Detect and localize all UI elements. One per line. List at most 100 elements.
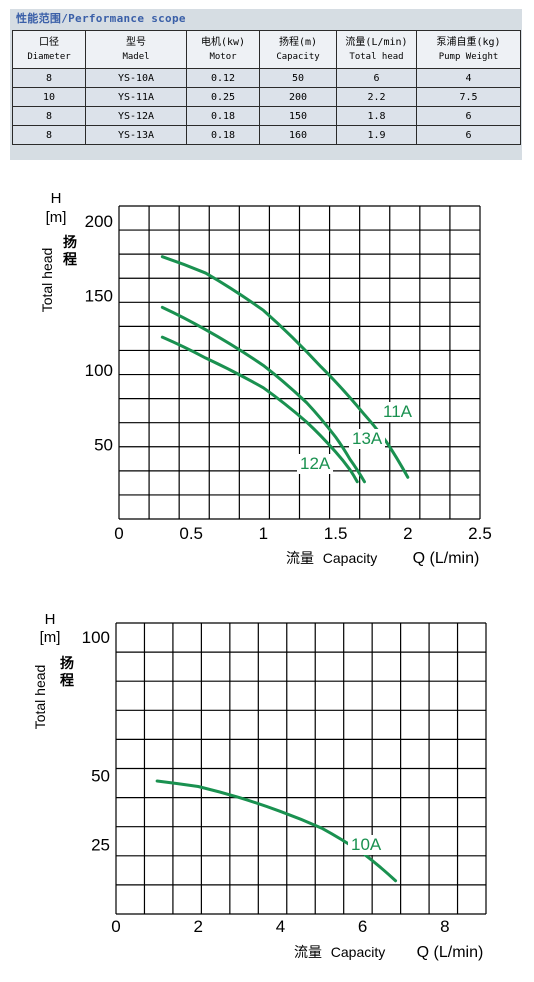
series-line-10a <box>155 779 398 883</box>
series-label-bg <box>297 454 333 474</box>
header-diameter: 口径 Diameter <box>12 30 86 69</box>
x-axis-unit: Q (L/min) <box>417 944 484 961</box>
y-tick-label: 200 <box>85 212 113 231</box>
series-line-12a <box>160 335 359 484</box>
y-axis-title-zh-char: 程 <box>63 251 77 267</box>
series-line-13a <box>160 305 366 484</box>
y-unit-symbol: H <box>45 611 56 628</box>
table-cell: 200 <box>259 87 337 107</box>
table-row: 10 YS-11A 0.25 200 2.2 7.5 <box>12 87 521 107</box>
series-label-bg <box>348 835 384 855</box>
y-tick-label: 25 <box>91 836 110 855</box>
x-axis-title-zh: 流量 <box>286 550 314 566</box>
y-tick-label: 100 <box>82 628 110 647</box>
x-axis-title: Capacity <box>323 550 377 566</box>
header-motor: 电机(kw) Motor <box>186 30 260 69</box>
header-model: 型号 Madel <box>85 30 187 69</box>
header-capacity-en: Capacity <box>276 51 320 62</box>
x-axis-title: Capacity <box>331 944 385 960</box>
x-tick-label: 1 <box>259 524 268 543</box>
series-label: 12A <box>300 454 331 473</box>
table-cell: 0.18 <box>186 106 260 126</box>
header-pump-weight-zh: 泵浦自重(kg) <box>436 36 501 48</box>
table-cell: 0.18 <box>186 125 260 145</box>
table-cell: 8 <box>12 106 86 126</box>
x-tick-label: 2.5 <box>468 524 492 543</box>
y-unit-label: [m] <box>46 209 67 226</box>
table-cell: 6 <box>416 106 521 126</box>
table-cell: 0.25 <box>186 87 260 107</box>
table-row: 8 YS-13A 0.18 160 1.9 6 <box>12 125 521 145</box>
header-diameter-zh: 口径 <box>39 36 59 48</box>
series-label: 13A <box>352 429 383 448</box>
performance-panel: 性能范围/Performance scope 口径 Diameter 型号 Made… <box>10 9 522 160</box>
x-tick-label: 2 <box>403 524 412 543</box>
y-axis-title-zh: 扬程 <box>63 234 77 267</box>
table-cell: 160 <box>259 125 337 145</box>
table-header-row: 口径 Diameter 型号 Madel 电机(kw) Motor 扬程(m) Capa… <box>12 30 521 69</box>
y-tick-label: 150 <box>85 286 113 305</box>
y-axis-title-zh-char: 程 <box>60 672 74 688</box>
y-unit-symbol: H <box>51 190 62 207</box>
table-cell: 8 <box>12 125 86 145</box>
y-tick-label: 50 <box>94 435 113 454</box>
performance-title: 性能范围/Performance scope <box>16 12 186 25</box>
table-cell: YS-10A <box>85 68 187 88</box>
x-tick-label: 8 <box>440 917 449 936</box>
table-cell: 7.5 <box>416 87 521 107</box>
x-tick-label: 4 <box>276 917 285 936</box>
header-motor-en: Motor <box>209 51 237 62</box>
x-tick-label: 1.5 <box>324 524 348 543</box>
table-cell: YS-12A <box>85 106 187 126</box>
header-total-head-zh: 流量(L/min) <box>345 36 408 48</box>
table-cell: 1.8 <box>336 106 417 126</box>
table-cell: YS-13A <box>85 125 187 145</box>
table-cell: YS-11A <box>85 87 187 107</box>
header-capacity: 扬程(m) Capacity <box>259 30 337 69</box>
header-total-head-en: Total head <box>349 51 404 62</box>
x-tick-label: 0 <box>111 917 120 936</box>
header-pump-weight: 泵浦自重(kg) Pump Weight <box>416 30 521 69</box>
table-cell: 50 <box>259 68 337 88</box>
header-diameter-en: Diameter <box>27 51 71 62</box>
table-cell: 10 <box>12 87 86 107</box>
x-tick-label: 6 <box>358 917 367 936</box>
x-tick-label: 2 <box>193 917 202 936</box>
header-total-head: 流量(L/min) Total head <box>336 30 417 69</box>
header-capacity-zh: 扬程(m) <box>278 36 318 48</box>
y-axis-title-zh-char: 扬 <box>63 234 77 250</box>
table-cell: 150 <box>259 106 337 126</box>
table-cell: 1.9 <box>336 125 417 145</box>
x-tick-label: 0 <box>114 524 123 543</box>
series-label-bg <box>349 429 385 449</box>
y-unit-label: [m] <box>40 629 61 646</box>
series-line-11a <box>160 255 410 479</box>
table-row: 8 YS-10A 0.12 50 6 4 <box>12 68 521 88</box>
x-axis-title-zh: 流量 <box>294 944 322 960</box>
y-axis-title: Total head <box>32 665 48 730</box>
series-label: 10A <box>351 835 382 854</box>
y-tick-label: 100 <box>85 361 113 380</box>
y-axis-title: Total head <box>39 248 55 313</box>
y-axis-title-zh-char: 扬 <box>60 655 74 671</box>
table-cell: 6 <box>336 68 417 88</box>
header-model-en: Madel <box>122 51 150 62</box>
series-label: 11A <box>383 402 413 421</box>
pump-curve-chart-high-head: 50 100 150 200 0 0.5 1 1.5 2 2.5 H [m] Total head 扬程流… <box>39 190 492 567</box>
header-pump-weight-en: Pump Weight <box>438 51 499 62</box>
table-cell: 0.12 <box>186 68 260 88</box>
x-axis-unit: Q (L/min) <box>413 550 480 567</box>
table-cell: 6 <box>416 125 521 145</box>
header-model-zh: 型号 <box>126 36 146 48</box>
header-motor-zh: 电机(kw) <box>200 36 246 48</box>
table-cell: 4 <box>416 68 521 88</box>
x-tick-label: 0.5 <box>179 524 203 543</box>
table-row: 8 YS-12A 0.18 150 1.8 6 <box>12 106 521 126</box>
table-cell: 2.2 <box>336 87 417 107</box>
y-tick-label: 50 <box>91 766 110 785</box>
series-label-bg <box>380 402 416 422</box>
y-axis-title-zh: 扬程 <box>60 655 74 688</box>
table-cell: 8 <box>12 68 86 88</box>
grid <box>115 622 487 915</box>
